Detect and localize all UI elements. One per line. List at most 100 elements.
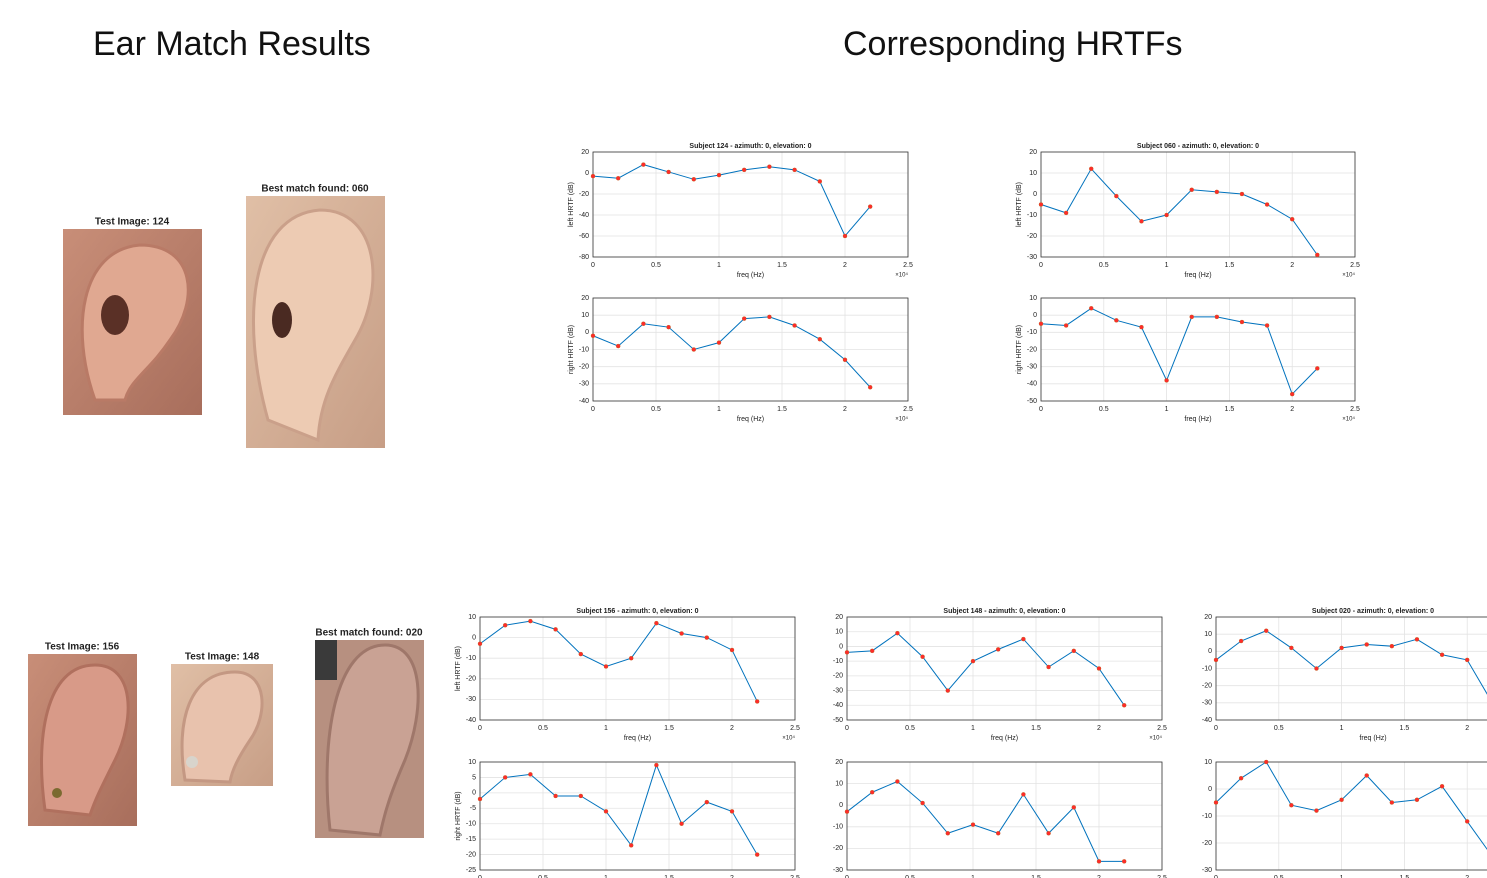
peak-marker [478, 642, 482, 646]
x-tick-label: 2 [1290, 406, 1294, 413]
peak-marker [921, 801, 925, 805]
y-tick-label: -20 [466, 851, 476, 858]
y-tick-label: -10 [466, 655, 476, 662]
peak-marker [767, 315, 771, 319]
y-tick-label: -20 [579, 364, 589, 371]
peak-marker [868, 385, 872, 389]
x-tick-label: 1.5 [777, 262, 787, 269]
peak-marker [1314, 667, 1318, 671]
x-tick-label: 1 [717, 406, 721, 413]
y-axis-label: right HRTF (dB) [1016, 325, 1023, 374]
peak-marker [996, 647, 1000, 651]
peak-marker [1440, 784, 1444, 788]
y-tick-label: 5 [472, 774, 476, 781]
peak-marker [591, 174, 595, 178]
y-tick-label: -10 [1027, 329, 1037, 336]
peak-marker [1165, 378, 1169, 382]
x-axis-label: freq (Hz) [624, 735, 651, 742]
x-exponent-label: ×10⁴ [895, 416, 908, 423]
peak-marker [717, 173, 721, 177]
peak-marker [604, 809, 608, 813]
x-tick-label: 2 [1465, 725, 1469, 732]
peak-marker [730, 809, 734, 813]
peak-marker [1097, 667, 1101, 671]
peak-marker [946, 831, 950, 835]
x-exponent-label: ×10⁴ [782, 735, 795, 742]
x-tick-label: 0.5 [651, 406, 661, 413]
peak-marker [1314, 809, 1318, 813]
peak-marker [705, 800, 709, 804]
peak-marker [1240, 192, 1244, 196]
x-tick-label: 2 [1290, 262, 1294, 269]
y-tick-label: 20 [1204, 614, 1212, 621]
x-tick-label: 2.5 [790, 725, 800, 732]
x-tick-label: 1 [1340, 725, 1344, 732]
peak-marker [528, 619, 532, 623]
x-tick-label: 2 [843, 262, 847, 269]
y-tick-label: 10 [468, 614, 476, 621]
peak-marker [692, 177, 696, 181]
peak-marker [1214, 658, 1218, 662]
chart-title: Subject 148 - azimuth: 0, elevation: 0 [943, 608, 1065, 615]
x-tick-label: 0 [478, 725, 482, 732]
x-tick-label: 1 [971, 725, 975, 732]
peak-marker [742, 317, 746, 321]
x-tick-label: 1.5 [1225, 262, 1235, 269]
y-tick-label: 20 [581, 295, 589, 302]
peak-marker [1239, 639, 1243, 643]
peak-marker [680, 631, 684, 635]
slide: Ear Match Results Corresponding HRTFs Te… [0, 0, 1487, 878]
peak-marker [895, 779, 899, 783]
y-tick-label: -20 [1027, 346, 1037, 353]
y-tick-label: -20 [833, 845, 843, 852]
x-exponent-label: ×10⁴ [1342, 272, 1355, 279]
peak-marker [1190, 315, 1194, 319]
peak-marker [971, 823, 975, 827]
peak-marker [742, 168, 746, 172]
x-tick-label: 1.5 [777, 406, 787, 413]
peak-marker [1290, 217, 1294, 221]
y-tick-label: -40 [579, 212, 589, 219]
ear-photo [315, 640, 424, 838]
peak-marker [1465, 819, 1469, 823]
x-tick-label: 0 [591, 406, 595, 413]
peak-marker [1265, 323, 1269, 327]
peak-marker [868, 205, 872, 209]
y-tick-label: 0 [472, 790, 476, 797]
chart-title: Subject 156 - azimuth: 0, elevation: 0 [576, 608, 698, 615]
x-axis-label: freq (Hz) [737, 416, 764, 423]
y-tick-label: 0 [472, 634, 476, 641]
peak-marker [667, 325, 671, 329]
y-tick-label: 20 [835, 614, 843, 621]
y-tick-label: 10 [1029, 170, 1037, 177]
image-title: Best match found: 020 [315, 628, 423, 639]
x-axis-label: freq (Hz) [1184, 272, 1211, 279]
peak-marker [1047, 831, 1051, 835]
x-tick-label: 0.5 [1099, 406, 1109, 413]
peak-marker [755, 699, 759, 703]
peak-marker [1264, 760, 1268, 764]
x-tick-label: 0.5 [1099, 262, 1109, 269]
peak-marker [1315, 366, 1319, 370]
y-tick-label: 0 [1033, 312, 1037, 319]
peak-marker [1215, 190, 1219, 194]
peak-marker [946, 689, 950, 693]
peak-marker [554, 627, 558, 631]
x-axis-label: freq (Hz) [1359, 735, 1386, 742]
peak-marker [503, 775, 507, 779]
peak-marker [1265, 203, 1269, 207]
ear-photo [28, 654, 137, 826]
x-exponent-label: ×10⁴ [1342, 416, 1355, 423]
peak-marker [591, 334, 595, 338]
peak-marker [1122, 859, 1126, 863]
y-tick-label: 20 [835, 759, 843, 766]
peak-marker [730, 648, 734, 652]
x-tick-label: 1 [717, 262, 721, 269]
x-tick-label: 1.5 [664, 725, 674, 732]
y-tick-label: 10 [1204, 631, 1212, 638]
x-tick-label: 2.5 [903, 262, 913, 269]
y-axis-label: right HRTF (dB) [455, 791, 462, 840]
peak-marker [680, 822, 684, 826]
peak-marker [1215, 315, 1219, 319]
y-tick-label: 10 [468, 759, 476, 766]
